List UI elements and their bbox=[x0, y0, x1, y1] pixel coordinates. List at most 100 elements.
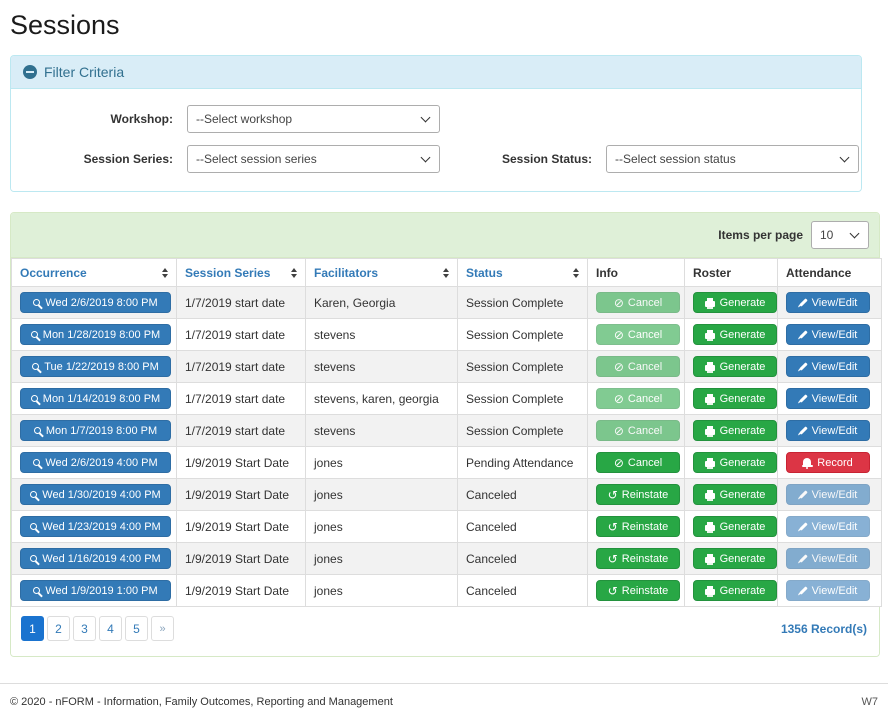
page-button-3[interactable]: 3 bbox=[73, 616, 96, 641]
generate-button[interactable]: Generate bbox=[693, 420, 777, 441]
sort-icon[interactable] bbox=[291, 268, 297, 278]
occurrence-button[interactable]: Tue 1/22/2019 8:00 PM bbox=[20, 356, 171, 377]
page-button-4[interactable]: 4 bbox=[99, 616, 122, 641]
reinstate-button[interactable]: ↺Reinstate bbox=[596, 548, 680, 569]
occurrence-button[interactable]: Wed 1/23/2019 4:00 PM bbox=[20, 516, 171, 537]
filter-panel: Filter Criteria Workshop: --Select works… bbox=[10, 55, 862, 192]
occurrence-button[interactable]: Mon 1/28/2019 8:00 PM bbox=[20, 324, 171, 345]
occurrence-button[interactable]: Mon 1/7/2019 8:00 PM bbox=[20, 420, 171, 441]
column-header-status[interactable]: Status bbox=[458, 259, 588, 287]
table-row: Wed 2/6/2019 4:00 PM 1/9/2019 Start Date… bbox=[12, 447, 882, 479]
items-per-page-select[interactable]: 10 bbox=[811, 221, 869, 249]
generate-button[interactable]: Generate bbox=[693, 548, 777, 569]
table-row: Mon 1/28/2019 8:00 PM 1/7/2019 start dat… bbox=[12, 319, 882, 351]
pencil-icon bbox=[799, 522, 807, 530]
printer-icon bbox=[705, 525, 715, 531]
sessions-table: Occurrence Session Series Facilitators S… bbox=[11, 258, 882, 607]
occurrence-button[interactable]: Wed 1/9/2019 1:00 PM bbox=[20, 580, 171, 601]
search-icon bbox=[30, 491, 37, 498]
cancel-button: ⊘Cancel bbox=[596, 324, 680, 345]
column-header-occurrence[interactable]: Occurrence bbox=[12, 259, 177, 287]
generate-button[interactable]: Generate bbox=[693, 292, 777, 313]
generate-button[interactable]: Generate bbox=[693, 356, 777, 377]
status-cell: Session Complete bbox=[458, 415, 588, 447]
filter-panel-heading[interactable]: Filter Criteria bbox=[11, 56, 861, 89]
facilitators-cell: jones bbox=[306, 575, 458, 607]
page-button-2[interactable]: 2 bbox=[47, 616, 70, 641]
session-status-select[interactable]: --Select session status bbox=[606, 145, 859, 173]
session-series-select[interactable]: --Select session series bbox=[187, 145, 440, 173]
bell-icon bbox=[803, 458, 811, 465]
generate-button[interactable]: Generate bbox=[693, 484, 777, 505]
ban-icon: ⊘ bbox=[614, 425, 624, 437]
reinstate-button[interactable]: ↺Reinstate bbox=[596, 484, 680, 505]
status-cell: Canceled bbox=[458, 511, 588, 543]
session-series-cell: 1/7/2019 start date bbox=[177, 319, 306, 351]
session-series-label: Session Series: bbox=[23, 152, 173, 166]
session-series-cell: 1/7/2019 start date bbox=[177, 351, 306, 383]
sort-icon[interactable] bbox=[443, 268, 449, 278]
occurrence-button[interactable]: Wed 2/6/2019 4:00 PM bbox=[20, 452, 171, 473]
occurrence-button[interactable]: Wed 1/30/2019 4:00 PM bbox=[20, 484, 171, 505]
view-edit-button[interactable]: View/Edit bbox=[786, 324, 870, 345]
column-header-info: Info bbox=[588, 259, 685, 287]
table-row: Mon 1/7/2019 8:00 PM 1/7/2019 start date… bbox=[12, 415, 882, 447]
reinstate-button[interactable]: ↺Reinstate bbox=[596, 580, 680, 601]
record-button[interactable]: Record bbox=[786, 452, 870, 473]
session-status-field-group: Session Status: --Select session status bbox=[492, 145, 859, 173]
filter-heading-label: Filter Criteria bbox=[44, 64, 124, 80]
workshop-select[interactable]: --Select workshop bbox=[187, 105, 440, 133]
pencil-icon bbox=[799, 554, 807, 562]
occurrence-button[interactable]: Wed 2/6/2019 8:00 PM bbox=[20, 292, 171, 313]
generate-button[interactable]: Generate bbox=[693, 580, 777, 601]
status-cell: Session Complete bbox=[458, 319, 588, 351]
table-row: Wed 1/23/2019 4:00 PM 1/9/2019 Start Dat… bbox=[12, 511, 882, 543]
search-icon bbox=[30, 555, 37, 562]
status-cell: Session Complete bbox=[458, 383, 588, 415]
column-header-session-series[interactable]: Session Series bbox=[177, 259, 306, 287]
generate-button[interactable]: Generate bbox=[693, 324, 777, 345]
sort-icon[interactable] bbox=[573, 268, 579, 278]
table-row: Mon 1/14/2019 8:00 PM 1/7/2019 start dat… bbox=[12, 383, 882, 415]
view-edit-button[interactable]: View/Edit bbox=[786, 292, 870, 313]
cancel-button[interactable]: ⊘Cancel bbox=[596, 452, 680, 473]
search-icon bbox=[31, 331, 38, 338]
view-edit-button: View/Edit bbox=[786, 548, 870, 569]
undo-icon: ↺ bbox=[608, 553, 618, 565]
table-row: Wed 2/6/2019 8:00 PM 1/7/2019 start date… bbox=[12, 287, 882, 319]
pencil-icon bbox=[799, 586, 807, 594]
page-button-1[interactable]: 1 bbox=[21, 616, 44, 641]
view-edit-button[interactable]: View/Edit bbox=[786, 420, 870, 441]
reinstate-button[interactable]: ↺Reinstate bbox=[596, 516, 680, 537]
facilitators-cell: stevens bbox=[306, 415, 458, 447]
table-row: Wed 1/9/2019 1:00 PM 1/9/2019 Start Date… bbox=[12, 575, 882, 607]
status-cell: Session Complete bbox=[458, 351, 588, 383]
occurrence-button[interactable]: Mon 1/14/2019 8:00 PM bbox=[20, 388, 171, 409]
view-edit-button: View/Edit bbox=[786, 516, 870, 537]
occurrence-button[interactable]: Wed 1/16/2019 4:00 PM bbox=[20, 548, 171, 569]
cancel-button: ⊘Cancel bbox=[596, 356, 680, 377]
view-edit-button: View/Edit bbox=[786, 484, 870, 505]
filter-row-1: Workshop: --Select workshop bbox=[23, 105, 849, 133]
collapse-minus-icon[interactable] bbox=[23, 65, 37, 79]
column-header-attendance: Attendance bbox=[778, 259, 882, 287]
status-cell: Canceled bbox=[458, 575, 588, 607]
column-header-facilitators[interactable]: Facilitators bbox=[306, 259, 458, 287]
status-cell: Pending Attendance bbox=[458, 447, 588, 479]
sort-icon[interactable] bbox=[162, 268, 168, 278]
printer-icon bbox=[705, 493, 715, 499]
facilitators-cell: jones bbox=[306, 543, 458, 575]
printer-icon bbox=[705, 461, 715, 467]
session-series-cell: 1/9/2019 Start Date bbox=[177, 575, 306, 607]
next-page-button[interactable]: » bbox=[151, 616, 174, 641]
view-edit-button: View/Edit bbox=[786, 580, 870, 601]
generate-button[interactable]: Generate bbox=[693, 388, 777, 409]
view-edit-button[interactable]: View/Edit bbox=[786, 388, 870, 409]
generate-button[interactable]: Generate bbox=[693, 452, 777, 473]
session-series-cell: 1/7/2019 start date bbox=[177, 287, 306, 319]
workshop-select-wrap: --Select workshop bbox=[187, 105, 440, 133]
table-footer: 1 2 3 4 5 » 1356 Record(s) bbox=[11, 607, 879, 656]
page-button-5[interactable]: 5 bbox=[125, 616, 148, 641]
view-edit-button[interactable]: View/Edit bbox=[786, 356, 870, 377]
generate-button[interactable]: Generate bbox=[693, 516, 777, 537]
